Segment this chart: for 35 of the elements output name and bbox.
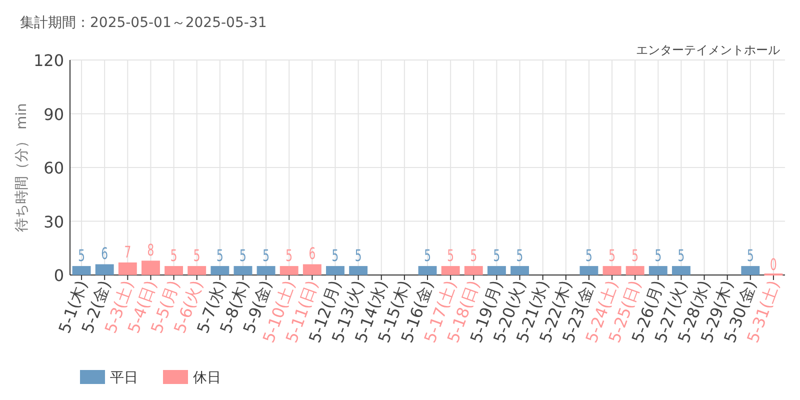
data-label: 5: [678, 247, 685, 266]
legend-label: 平日: [110, 370, 138, 386]
legend-label: 休日: [193, 370, 221, 386]
data-label: 5: [470, 247, 478, 266]
data-label: 7: [124, 244, 132, 262]
data-label: 5: [493, 247, 500, 266]
chart-subtitle: エンターテイメントホール: [636, 43, 780, 57]
y-tick-label: 120: [33, 51, 64, 70]
data-label: 5: [632, 247, 639, 266]
data-label: 6: [101, 246, 108, 264]
y-tick-label: 0: [54, 266, 64, 285]
data-label: 5: [516, 247, 524, 266]
data-label: 5: [586, 247, 592, 266]
data-label: 5: [170, 247, 178, 266]
data-label: 5: [78, 247, 85, 266]
data-label: 5: [654, 247, 662, 266]
data-label: 5: [424, 247, 431, 266]
chart-title: 集計期間：2025-05-01～2025-05-31: [20, 15, 267, 31]
data-label: 5: [216, 247, 224, 266]
data-label: 5: [354, 247, 362, 266]
data-label: 6: [308, 246, 316, 264]
data-label: 5: [746, 247, 754, 266]
data-label: 5: [608, 247, 616, 266]
data-label: 8: [147, 242, 154, 260]
y-tick-label: 90: [44, 104, 64, 124]
data-label: 5: [262, 247, 270, 266]
y-tick-label: 30: [44, 212, 64, 232]
data-label: 0: [770, 256, 777, 275]
y-axis-title: 待ち時間（分） min: [14, 103, 30, 232]
data-label: 5: [193, 247, 200, 266]
data-label: 5: [332, 247, 339, 266]
data-label: 5: [447, 247, 454, 266]
data-label: 5: [240, 247, 246, 266]
data-label: 5: [286, 247, 293, 266]
y-tick-label: 60: [44, 158, 64, 178]
